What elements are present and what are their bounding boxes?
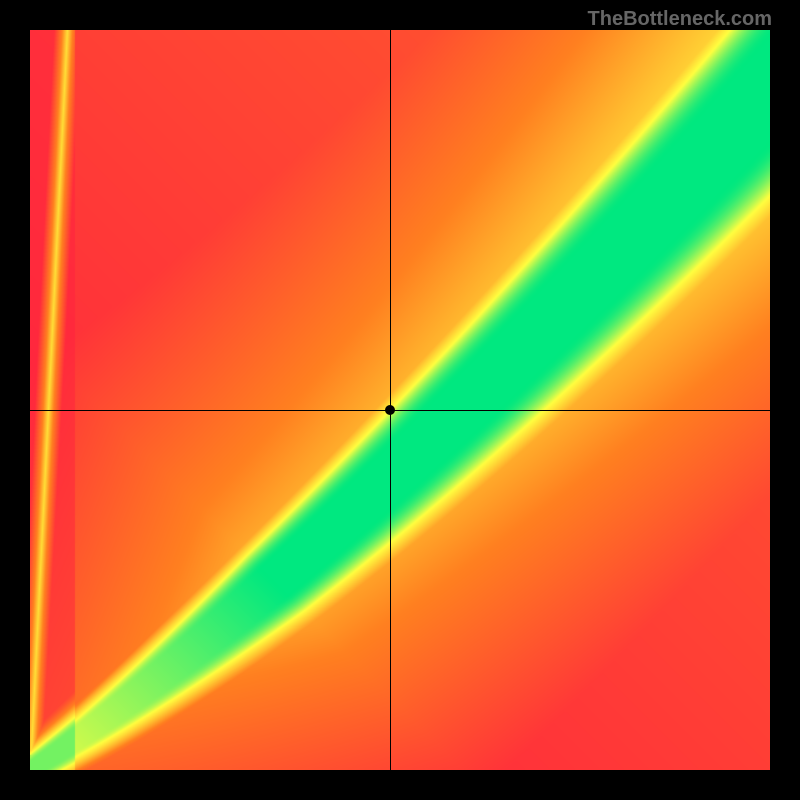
crosshair-horizontal — [30, 410, 770, 411]
heatmap-canvas — [30, 30, 770, 770]
marker-point — [385, 405, 395, 415]
crosshair-vertical — [390, 30, 391, 770]
watermark-text: TheBottleneck.com — [588, 8, 772, 31]
plot-area — [30, 30, 770, 770]
